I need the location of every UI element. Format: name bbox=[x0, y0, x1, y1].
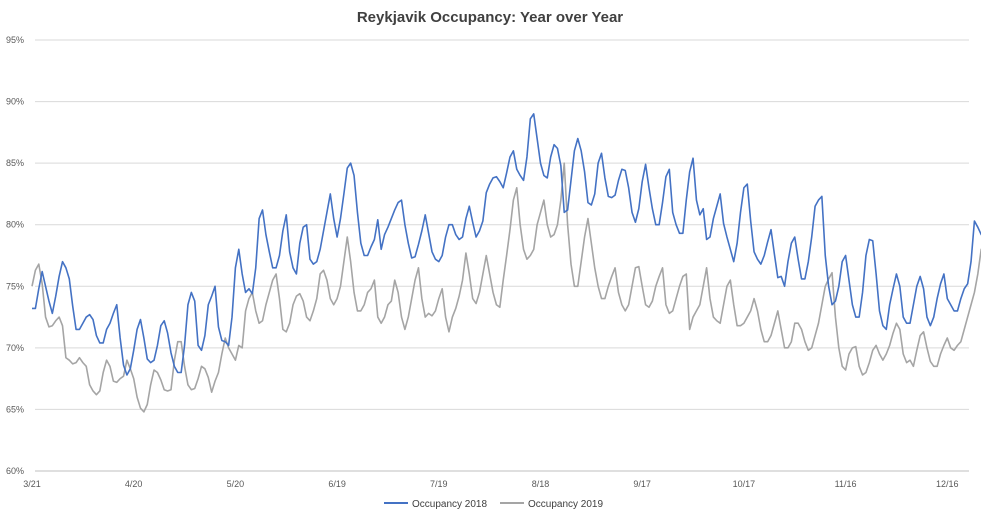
y-axis-ticks: 60% 65% 70% 75% 80% 85% 90% 95% bbox=[6, 35, 24, 476]
gridlines bbox=[35, 39, 969, 472]
chart-title: Reykjavik Occupancy: Year over Year bbox=[357, 9, 623, 26]
y-tick-label: 65% bbox=[6, 404, 24, 414]
x-tick-label: 9/17 bbox=[633, 479, 651, 489]
x-tick-label: 12/16 bbox=[936, 479, 959, 489]
y-tick-label: 95% bbox=[6, 35, 24, 45]
x-tick-label: 11/16 bbox=[835, 479, 857, 489]
y-tick-label: 85% bbox=[6, 158, 24, 168]
x-tick-label: 5/20 bbox=[227, 479, 245, 489]
y-tick-label: 90% bbox=[6, 97, 24, 107]
series-line-2019 bbox=[31, 162, 981, 413]
x-axis-ticks: 3/21 4/20 5/20 6/19 7/19 8/18 9/17 10/17 11/16 12… bbox=[23, 479, 958, 489]
x-tick-label: 10/17 bbox=[733, 479, 756, 489]
y-tick-label: 80% bbox=[6, 220, 24, 230]
x-tick-label: 7/19 bbox=[430, 479, 448, 489]
legend-label: Occupancy 2019 bbox=[528, 499, 603, 510]
x-tick-label: 4/20 bbox=[125, 479, 143, 489]
x-tick-label: 8/18 bbox=[532, 479, 550, 489]
y-tick-label: 60% bbox=[6, 466, 24, 476]
x-tick-label: 6/19 bbox=[328, 479, 346, 489]
x-tick-label: 3/21 bbox=[23, 479, 41, 489]
legend: Occupancy 2018 Occupancy 2019 bbox=[384, 499, 603, 510]
series-lines bbox=[31, 113, 981, 413]
y-tick-label: 70% bbox=[6, 343, 24, 353]
y-tick-label: 75% bbox=[6, 281, 24, 291]
legend-label: Occupancy 2018 bbox=[412, 499, 487, 510]
series-line-2018 bbox=[32, 113, 981, 376]
